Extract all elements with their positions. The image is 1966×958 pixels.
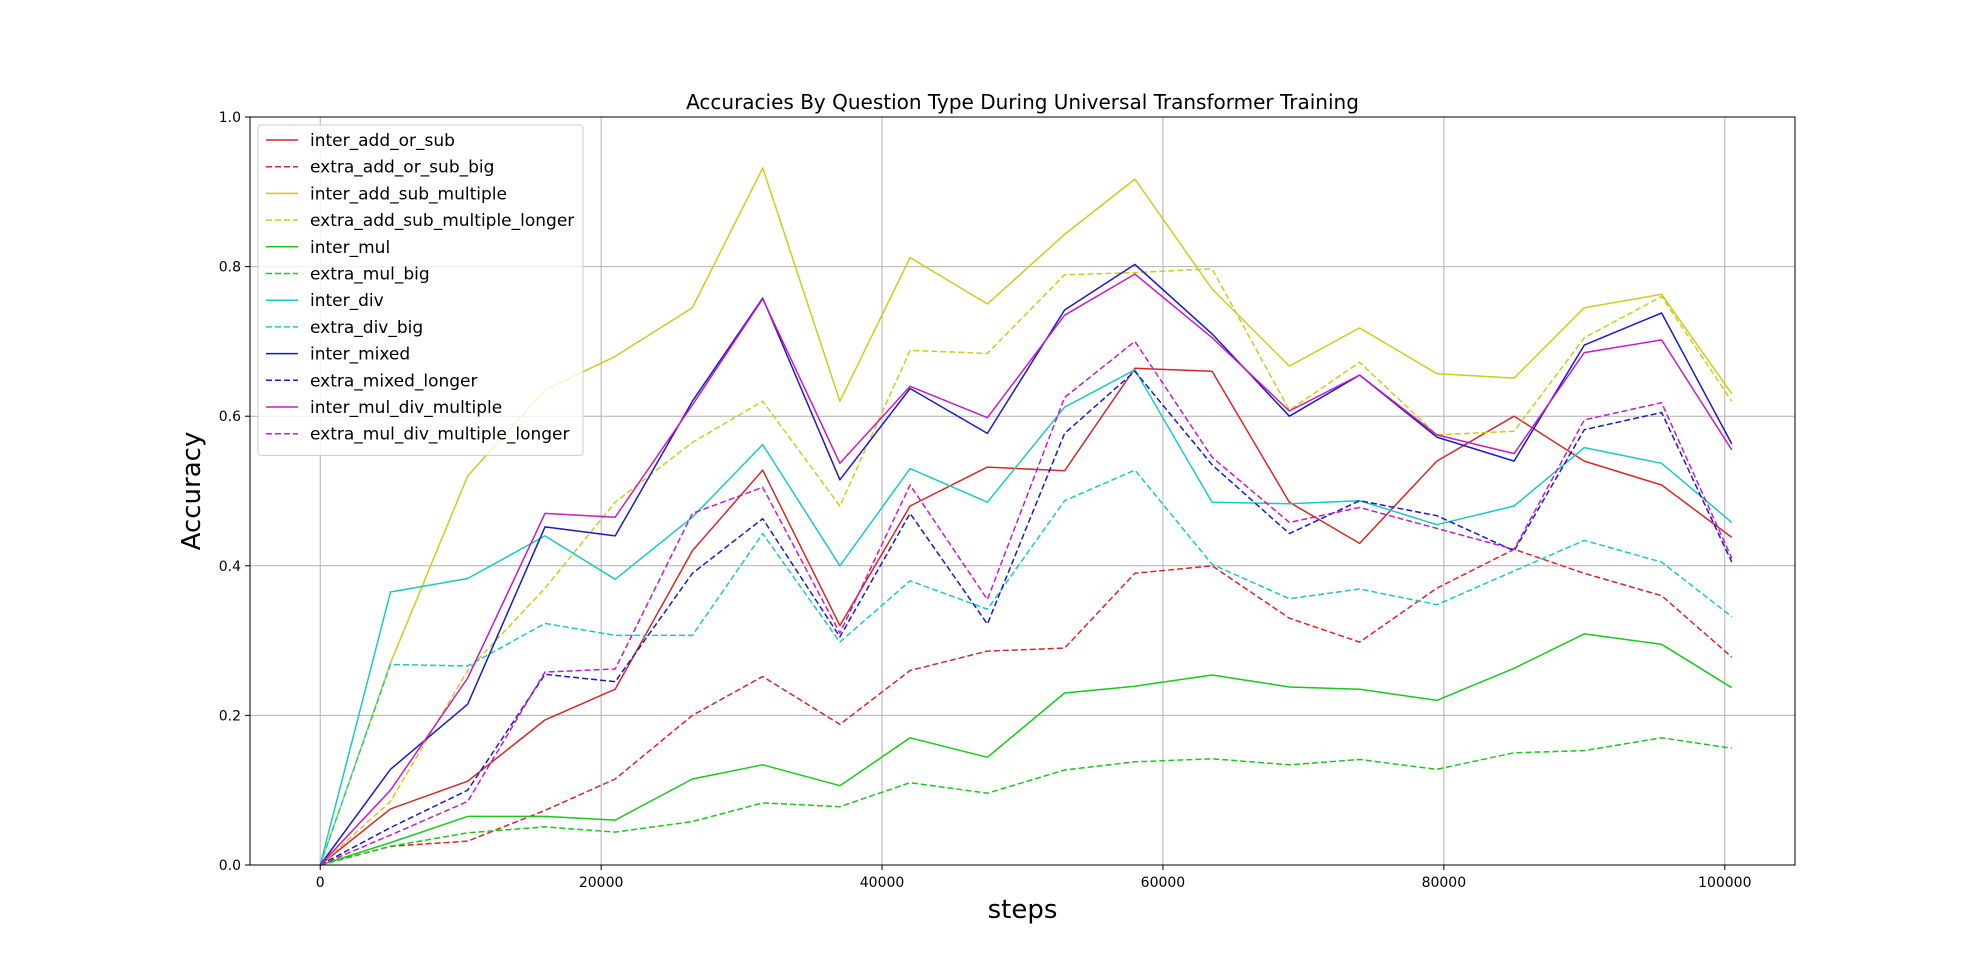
- legend-entry-extra-div-big: extra_div_big: [310, 318, 423, 338]
- legend-entry-inter-add-sub-multiple: inter_add_sub_multiple: [310, 184, 507, 204]
- series-line-inter-mul-div-multiple: [319, 273, 1733, 866]
- x-axis-label: steps: [988, 895, 1058, 925]
- legend-entry-extra-add-or-sub-big: extra_add_or_sub_big: [310, 158, 494, 178]
- series-line-extra-div-big: [319, 469, 1733, 866]
- chart-title: Accuracies By Question Type During Unive…: [686, 90, 1359, 114]
- x-tick-label: 60000: [1141, 875, 1186, 891]
- series-line-extra-mul-big: [320, 737, 1732, 866]
- series-line-inter-mixed: [319, 263, 1733, 866]
- x-tick-label: 0: [316, 875, 325, 891]
- legend-entry-inter-mul: inter_mul: [310, 238, 390, 258]
- legend-entry-inter-div: inter_div: [310, 291, 384, 311]
- legend-entry-extra-mixed-longer: extra_mixed_longer: [310, 371, 478, 391]
- legend-entry-inter-add-or-sub: inter_add_or_sub: [310, 131, 455, 151]
- series-line-inter-add-or-sub: [319, 367, 1733, 866]
- y-tick-label: 1.0: [219, 110, 241, 126]
- x-tick-label: 80000: [1422, 875, 1467, 891]
- legend: inter_add_or_sub extra_add_or_sub_biginte…: [257, 124, 584, 456]
- y-tick-label: 0.2: [219, 708, 241, 724]
- x-tick-label: 40000: [860, 875, 905, 891]
- x-tick-label: 100000: [1698, 875, 1751, 891]
- plot-frame: [249, 116, 1796, 866]
- series-line-inter-mul: [319, 633, 1733, 866]
- series-line-extra-add-sub-multiple-longer: [319, 268, 1733, 866]
- y-tick-label: 0.6: [219, 409, 241, 425]
- x-tick-label: 20000: [579, 875, 624, 891]
- series-line-inter-div: [319, 369, 1733, 866]
- legend-entry-extra-add-sub-multiple-longer: extra_add_sub_multiple_longer: [310, 211, 574, 231]
- legend-box: [257, 124, 584, 456]
- legend-entry-extra-mul-div-multiple-longer: extra_mul_div_multiple_longer: [310, 425, 569, 445]
- y-axis-label: Accuracy: [177, 432, 207, 551]
- legend-entry-inter-mul-div-multiple: inter_mul_div_multiple: [310, 398, 502, 418]
- y-tick-label: 0.4: [219, 559, 241, 575]
- series-layer: [319, 167, 1733, 866]
- legend-entry-extra-mul-big: extra_mul_big: [310, 265, 430, 285]
- legend-entry-inter-mixed: inter_mixed: [310, 345, 410, 365]
- y-tick-label: 0.8: [219, 260, 241, 276]
- axis-ticks: 0 20000 40000 60000 80000 100000 0.0 0.2 0.4 0.6 0…: [219, 110, 1752, 891]
- y-tick-label: 0.0: [219, 858, 241, 874]
- series-line-extra-add-or-sub-big: [320, 548, 1733, 866]
- series-line-extra-mixed-longer: [319, 370, 1733, 866]
